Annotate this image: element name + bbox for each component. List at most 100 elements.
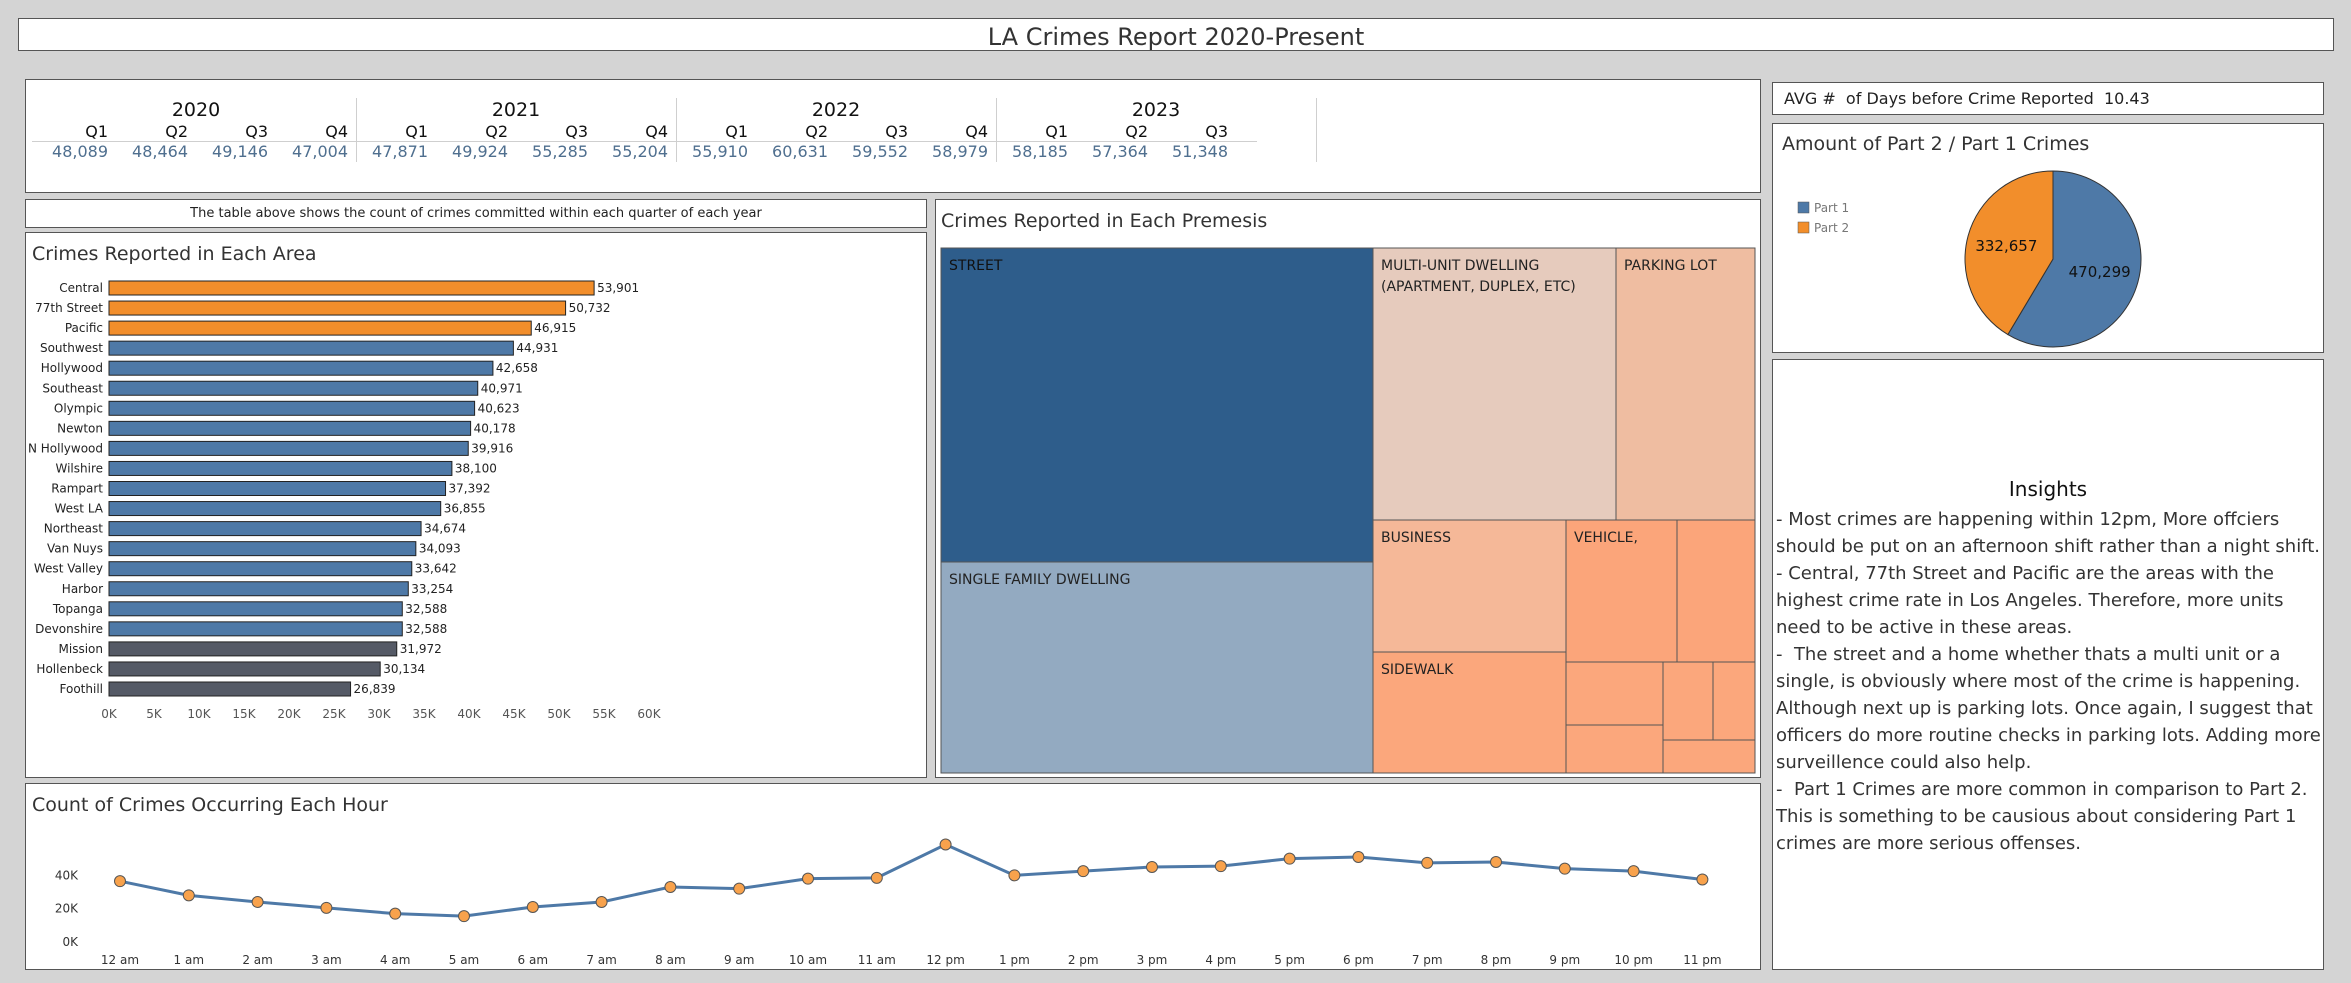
data-point	[1214, 860, 1227, 873]
bar	[108, 581, 409, 597]
bar	[108, 440, 469, 456]
bar-value-label: 37,392	[449, 482, 491, 496]
bar-value-label: 26,839	[354, 682, 396, 696]
x-tick-label: 0K	[101, 707, 118, 721]
x-tick-label: 12 am	[101, 953, 139, 967]
treemap-cell-parking-lot	[1615, 247, 1756, 521]
bar-category-label: Devonshire	[35, 622, 103, 636]
x-tick-label: 35K	[412, 707, 436, 721]
bar-value-label: 39,916	[471, 441, 513, 455]
y-tick-label: 20K	[55, 902, 79, 916]
x-tick-label: 10K	[187, 707, 211, 721]
hourly-line-chart: 0K 20K 40K 12 am 1 am 2 am 3 am 4 am 5 am 6 am 7 a…	[55, 838, 1722, 967]
area-chart-title: Crimes Reported in Each Area	[32, 243, 317, 265]
table-divider	[32, 141, 1257, 142]
x-tick-label: 2 pm	[1068, 953, 1099, 967]
bar-category-label: N Hollywood	[28, 441, 103, 455]
x-tick-label: 10 am	[789, 953, 827, 967]
data-point	[1421, 856, 1434, 869]
x-tick-label: 3 pm	[1137, 953, 1168, 967]
quarter-header: Q2	[1125, 122, 1148, 141]
data-point	[1627, 865, 1640, 878]
y-tick-label: 40K	[55, 868, 79, 882]
year-separator	[356, 98, 357, 162]
data-point	[802, 872, 814, 885]
insights-panel: Insights - Most crimes are happening wit…	[1772, 359, 2324, 970]
x-tick-label: 9 am	[724, 953, 755, 967]
bar-category-label: Northeast	[44, 522, 104, 536]
quarter-value: 47,004	[292, 142, 348, 161]
x-tick-label: 2 am	[242, 953, 273, 967]
quarter-value: 55,910	[692, 142, 748, 161]
x-tick-label: 45K	[502, 707, 526, 721]
bar-value-label: 36,855	[444, 502, 486, 516]
quarter-header: Q2	[485, 122, 508, 141]
x-tick-label: 30K	[367, 707, 391, 721]
year-separator	[676, 98, 677, 162]
x-tick-label: 5K	[146, 707, 163, 721]
quarter-value: 60,631	[772, 142, 828, 161]
bar-category-label: Rampart	[51, 482, 103, 496]
x-tick-label: 6 am	[518, 953, 549, 967]
bar	[108, 460, 453, 476]
bar	[108, 360, 494, 376]
quarter-header: Q4	[645, 122, 668, 141]
bar-value-label: 53,901	[597, 281, 639, 295]
insight-paragraph: - Most crimes are happening within 12pm,…	[1776, 509, 2320, 557]
bar-category-label: Central	[59, 281, 103, 295]
bar-value-label: 30,134	[383, 662, 425, 676]
x-tick-label: 4 pm	[1205, 953, 1236, 967]
x-tick-label: 3 am	[311, 953, 342, 967]
bar-value-label: 34,093	[419, 542, 461, 556]
bar-value-label: 32,588	[405, 622, 447, 636]
bar-category-label: Southeast	[42, 381, 103, 395]
table-caption-panel: The table above shows the count of crime…	[25, 199, 927, 228]
legend-label: Part 2	[1814, 221, 1849, 235]
bar-value-label: 50,732	[569, 301, 611, 315]
x-tick-label: 7 pm	[1412, 953, 1443, 967]
data-point	[114, 875, 126, 888]
legend-label: Part 1	[1814, 201, 1849, 215]
quarter-value: 58,979	[932, 142, 988, 161]
x-tick-label: 25K	[322, 707, 346, 721]
quarter-header: Q4	[965, 122, 988, 141]
bar	[108, 561, 413, 577]
bar	[108, 481, 447, 496]
bar-category-label: 77th Street	[35, 301, 103, 315]
x-tick-label: 60K	[637, 707, 661, 721]
insights-body: - Most crimes are happening within 12pm,…	[1776, 506, 2321, 857]
x-tick-label: 4 am	[380, 953, 411, 967]
bar	[108, 300, 567, 316]
part-pie-chart: 470,299 332,657 Part 1 Part 2	[1797, 170, 2142, 348]
bar-value-label: 38,100	[455, 461, 497, 475]
bar	[108, 601, 403, 617]
data-point	[526, 901, 539, 913]
year-separator	[1316, 98, 1317, 162]
quarter-header: Q1	[725, 122, 748, 141]
bar-value-label: 42,658	[496, 361, 538, 375]
hourly-chart-panel: Count of Crimes Occurring Each Hour 0K 20…	[25, 783, 1761, 970]
quarter-header: Q4	[325, 122, 348, 141]
x-tick-label: 6 pm	[1343, 953, 1374, 967]
year-separator	[996, 98, 997, 162]
pie-chart-title: Amount of Part 2 / Part 1 Crimes	[1782, 133, 2090, 155]
bar-value-label: 33,642	[415, 562, 457, 576]
bar	[108, 521, 422, 537]
bar-value-label: 40,178	[474, 421, 516, 435]
bar	[108, 501, 442, 517]
x-tick-label: 55K	[592, 707, 616, 721]
bar-category-label: Olympic	[54, 401, 103, 415]
title-bar: LA Crimes Report 2020-Present	[18, 18, 2334, 51]
bar-category-label: Southwest	[40, 341, 103, 355]
x-tick-label: 5 am	[449, 953, 480, 967]
bar-category-label: Mission	[59, 642, 103, 656]
pie-slice	[1964, 170, 2054, 336]
bar-value-label: 33,254	[411, 582, 453, 596]
bar-category-label: West Valley	[34, 562, 103, 576]
insight-paragraph: - Central, 77th Street and Pacific are t…	[1776, 563, 2290, 638]
bar-value-label: 31,972	[400, 642, 442, 656]
bar-value-label: 44,931	[516, 341, 558, 355]
quarter-header: Q3	[245, 122, 268, 141]
premises-chart-title: Crimes Reported in Each Premesis	[941, 210, 1268, 232]
data-point	[1077, 865, 1090, 878]
